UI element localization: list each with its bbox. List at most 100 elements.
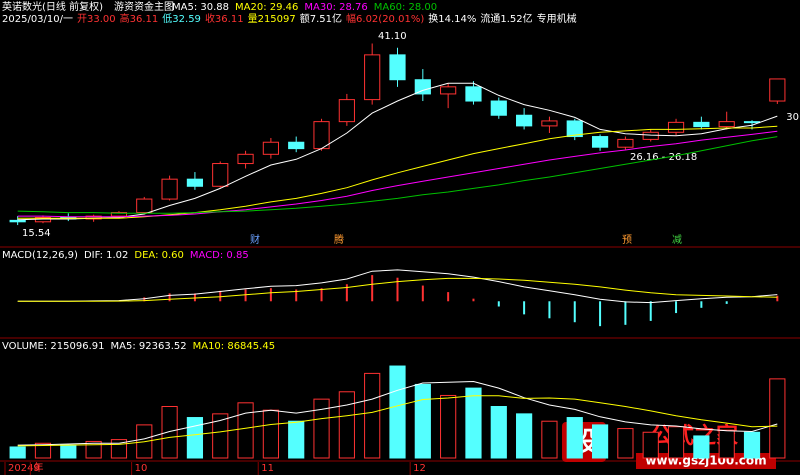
volume-bar xyxy=(414,383,431,459)
volume-bar xyxy=(313,398,330,459)
legend-entry: MA5: 92363.52 xyxy=(111,341,187,352)
x-tick-label: 2024年 xyxy=(8,461,43,474)
volume-bar xyxy=(769,378,786,459)
candle-body xyxy=(566,120,583,138)
low-annotation: 15.54 xyxy=(22,228,51,239)
legend-entry: MA20: 29.46 xyxy=(235,2,298,13)
ma-line xyxy=(17,136,778,214)
stock-name: 英诺数光(日线 前复权) xyxy=(2,0,103,13)
volume-bar xyxy=(338,391,355,459)
macd-line xyxy=(17,269,778,304)
candle-body xyxy=(136,198,153,214)
header-row: 英诺数光(日线 前复权) 游资资金主图 xyxy=(2,0,174,13)
candle-body xyxy=(110,212,128,217)
legend-entry: MA30: 28.76 xyxy=(304,2,367,13)
ma-line xyxy=(17,130,778,218)
volume-bar xyxy=(440,394,457,459)
panel-title: MACD(12,26,9) xyxy=(2,250,78,261)
x-tick-label: 10 xyxy=(135,463,148,474)
legend-entry: VOLUME: 215096.91 xyxy=(2,341,105,352)
quote-row: 2025/03/10/一 开33.00 高36.11 低32.59 收36.11 量215… xyxy=(2,12,577,25)
volume-bar xyxy=(85,440,102,459)
volume-ma-line xyxy=(17,380,778,446)
candle-body xyxy=(642,131,659,140)
quote-item: 收36.11 xyxy=(205,12,244,25)
candle-body xyxy=(718,121,735,128)
candle-body xyxy=(617,138,634,148)
candle-body xyxy=(516,114,533,127)
candle-body xyxy=(667,121,685,133)
volume-bar xyxy=(9,446,26,459)
volume-bar xyxy=(642,431,659,459)
legend-entry: DIF: 1.02 xyxy=(84,250,128,261)
volume-bar xyxy=(667,426,685,459)
volume-bar xyxy=(34,442,52,459)
event-marker: 腾 xyxy=(334,233,344,246)
candle-body xyxy=(769,78,786,102)
candle-body xyxy=(237,153,254,165)
volume-bar xyxy=(566,417,583,459)
high-annotation: 41.10 xyxy=(378,31,407,42)
volume-bar xyxy=(490,406,507,459)
volume-bar xyxy=(541,420,558,459)
quote-item: 2025/03/10/一 xyxy=(2,14,73,25)
candle-body xyxy=(591,136,609,148)
candle-body xyxy=(212,163,229,187)
volume-bar xyxy=(389,365,406,459)
candle-body xyxy=(490,100,507,116)
candle-body xyxy=(743,121,761,124)
candle-body xyxy=(389,54,406,81)
volume-bar xyxy=(60,444,77,459)
volume-bar xyxy=(591,424,609,459)
volume-bar xyxy=(465,387,482,459)
event-marker: 减 xyxy=(672,234,682,246)
quote-item: 低32.59 xyxy=(162,12,201,25)
x-tick-label: 11 xyxy=(261,463,274,474)
volume-ma-line xyxy=(17,395,778,447)
candle-body xyxy=(186,178,204,187)
candle-body xyxy=(541,120,558,127)
candle-body xyxy=(313,121,330,150)
volume-bar xyxy=(212,413,229,459)
legend-entry: MA60: 28.00 xyxy=(374,2,437,13)
indicator-name: 游资资金主图 xyxy=(114,0,174,13)
candle-body xyxy=(364,54,381,101)
volume-bar xyxy=(718,429,735,459)
volume-bar xyxy=(288,420,305,459)
quote-item: 换14.14% xyxy=(428,12,476,25)
quote-item: 幅6.02(20.01%) xyxy=(346,12,424,25)
volume-bar xyxy=(262,409,279,459)
candle-body xyxy=(465,86,482,102)
volume-bar xyxy=(237,402,254,459)
legend-entry: DEA: 0.60 xyxy=(134,250,184,261)
volume-bar xyxy=(617,428,634,459)
x-tick-label: 12 xyxy=(413,463,426,474)
volume-bar xyxy=(161,406,178,459)
candle-body xyxy=(414,79,431,95)
price-annotation: 30 xyxy=(786,112,799,123)
x-tick-label: 9 xyxy=(33,463,39,474)
legend-entry: MACD: 0.85 xyxy=(190,250,249,261)
candle-body xyxy=(262,141,279,155)
volume-bar xyxy=(693,435,710,459)
candle-body xyxy=(161,178,178,200)
candle-body xyxy=(9,219,26,223)
quote-item: 专用机械 xyxy=(537,12,577,25)
legend-entry: MA10: 86845.45 xyxy=(193,341,275,352)
candle-body xyxy=(338,99,355,123)
quote-item: 高36.11 xyxy=(120,12,159,25)
volume-bar xyxy=(186,417,204,459)
legend-entry: MA5: 30.88 xyxy=(172,2,229,13)
candle-body xyxy=(288,141,305,150)
volume-bar xyxy=(364,372,381,459)
ma-line xyxy=(17,82,778,221)
quote-item: 开33.00 xyxy=(77,14,116,25)
quote-item: 额7.51亿 xyxy=(300,12,342,25)
event-marker: 财 xyxy=(250,233,260,246)
volume-bar xyxy=(743,431,761,459)
macd-line xyxy=(17,277,778,302)
volume-bar xyxy=(516,413,533,459)
event-marker: 预 xyxy=(622,234,632,246)
candle-body xyxy=(440,86,457,95)
